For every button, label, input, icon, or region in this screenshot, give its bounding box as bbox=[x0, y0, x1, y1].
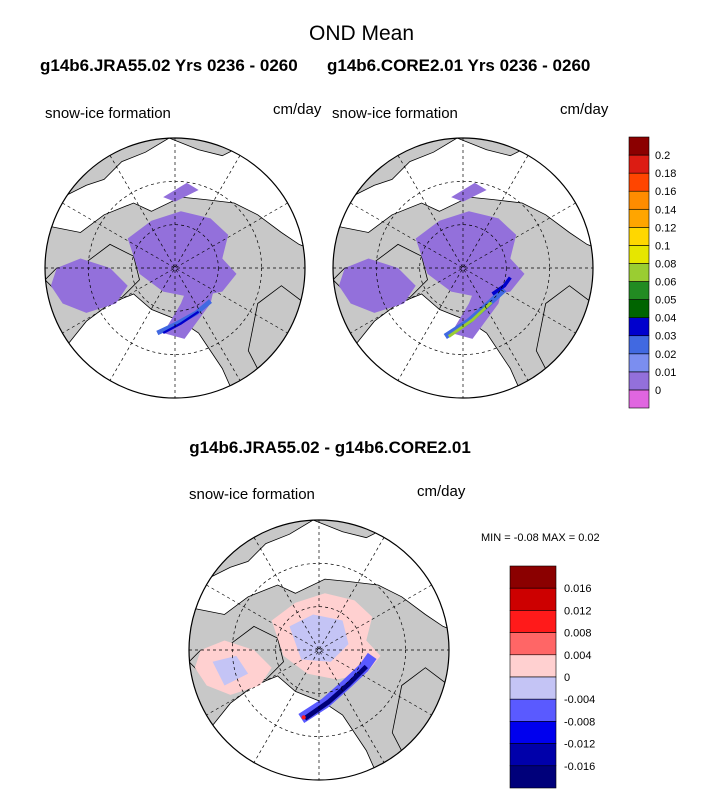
polar-map-0 bbox=[44, 137, 306, 399]
colorbar-swatch bbox=[628, 353, 650, 373]
colorbar-swatch bbox=[509, 721, 557, 744]
latitude-circle bbox=[419, 224, 507, 312]
colorbar-tick-label: 0.16 bbox=[655, 186, 676, 198]
colorbar-swatch bbox=[509, 676, 557, 700]
colorbar-swatch bbox=[628, 263, 650, 282]
difference-field bbox=[303, 664, 368, 721]
colorbar-tick-label: 0.008 bbox=[564, 628, 592, 640]
colorbar-tick-label: 0.04 bbox=[655, 313, 676, 325]
panel-right-variable: snow-ice formation bbox=[332, 105, 458, 122]
meridian-line bbox=[350, 202, 576, 334]
meridian-line bbox=[350, 202, 576, 334]
colorbar-tick-label: -0.016 bbox=[564, 761, 595, 773]
colorbar-swatch bbox=[628, 371, 650, 391]
panel-left-header: g14b6.JRA55.02 Yrs 0236 - 0260 bbox=[40, 56, 298, 75]
meridian-line bbox=[62, 202, 288, 334]
colorbar-tick-label: 0.02 bbox=[655, 349, 676, 361]
colorbar-tick-label: 0 bbox=[564, 672, 570, 684]
difference-minmax: MIN = -0.08 MAX = 0.02 bbox=[481, 532, 600, 544]
difference-units: cm/day bbox=[417, 483, 466, 500]
colorbar-swatch bbox=[509, 765, 557, 789]
difference-header: g14b6.JRA55.02 - g14b6.CORE2.01 bbox=[189, 438, 471, 457]
colorbar-tick-label: 0.06 bbox=[655, 277, 676, 289]
colorbar-swatch bbox=[509, 654, 557, 678]
sea-ice-field bbox=[163, 182, 199, 202]
colorbar-swatch bbox=[628, 335, 650, 355]
colorbar-swatch bbox=[509, 698, 557, 722]
panel-left-units: cm/day bbox=[273, 101, 322, 118]
map-border bbox=[188, 519, 450, 781]
meridian-line bbox=[206, 584, 432, 716]
colorbar-tick-label: -0.004 bbox=[564, 694, 595, 706]
colorbar-swatch bbox=[628, 299, 650, 318]
colorbar-tick-label: 0.2 bbox=[655, 150, 670, 162]
difference-variable: snow-ice formation bbox=[189, 486, 315, 503]
colorbar-tick-label: 0.05 bbox=[655, 295, 676, 307]
colorbar-swatch bbox=[628, 208, 650, 228]
colorbar-swatch bbox=[509, 610, 557, 633]
meridian-line bbox=[397, 155, 529, 381]
polar-map-1 bbox=[332, 137, 594, 399]
meridian-line bbox=[206, 584, 432, 716]
colorbar-swatch bbox=[509, 632, 557, 656]
meridian-line bbox=[109, 155, 241, 381]
colorbar-tick-label: 0.01 bbox=[655, 367, 676, 379]
colorbar-swatch bbox=[628, 317, 650, 337]
colorbar-tick-label: 0.03 bbox=[655, 331, 676, 343]
colorbar-swatch bbox=[509, 743, 557, 767]
sea-ice-field bbox=[162, 310, 200, 335]
panel-left-variable: snow-ice formation bbox=[45, 105, 171, 122]
colorbar-swatch bbox=[509, 565, 557, 589]
sea-ice-field bbox=[447, 301, 493, 338]
colorbar-tick-label: 0.1 bbox=[655, 240, 670, 252]
colorbar-tick-label: -0.012 bbox=[564, 739, 595, 751]
latitude-circle bbox=[275, 606, 363, 694]
panel-right-header: g14b6.CORE2.01 Yrs 0236 - 0260 bbox=[327, 56, 591, 75]
colorbar-swatch bbox=[509, 587, 557, 611]
colorbar-tick-label: 0.016 bbox=[564, 583, 592, 595]
sea-ice-field bbox=[451, 182, 487, 202]
difference-field bbox=[301, 715, 306, 720]
sea-ice-field bbox=[338, 258, 416, 313]
meridian-line bbox=[62, 202, 288, 334]
colorbar-tick-label: 0.14 bbox=[655, 204, 676, 216]
map-border bbox=[332, 137, 594, 399]
meridian-line bbox=[109, 155, 241, 381]
colorbar-swatch bbox=[628, 227, 650, 246]
colorbar-tick-label: 0.18 bbox=[655, 168, 676, 180]
colorbar-tick-label: 0.012 bbox=[564, 605, 592, 617]
meridian-line bbox=[253, 537, 385, 763]
map-border bbox=[44, 137, 306, 399]
sea-ice-field bbox=[491, 276, 512, 296]
colorbar-tick-label: 0.12 bbox=[655, 222, 676, 234]
colorbar-swatch bbox=[628, 245, 650, 264]
colorbar-swatch bbox=[628, 172, 650, 192]
sea-ice-field bbox=[50, 258, 128, 313]
difference-field bbox=[212, 655, 249, 686]
polar-map-2 bbox=[188, 519, 450, 781]
colorbar-tick-label: -0.008 bbox=[564, 716, 595, 728]
latitude-circle bbox=[131, 224, 219, 312]
colorbar-swatch bbox=[628, 389, 650, 409]
sea-ice-field bbox=[156, 299, 213, 336]
colorbar-swatch bbox=[628, 154, 650, 174]
meridian-line bbox=[397, 155, 529, 381]
meridian-line bbox=[253, 537, 385, 763]
colorbar-swatch bbox=[628, 281, 650, 300]
colorbar-swatch bbox=[628, 190, 650, 210]
colorbar-swatch bbox=[628, 136, 650, 156]
colorbar-tick-label: 0.08 bbox=[655, 258, 676, 270]
panel-right-units: cm/day bbox=[560, 101, 609, 118]
page-title: OND Mean bbox=[308, 22, 415, 45]
colorbar-tick-label: 0.004 bbox=[564, 650, 592, 662]
colorbar-tick-label: 0 bbox=[655, 385, 661, 397]
